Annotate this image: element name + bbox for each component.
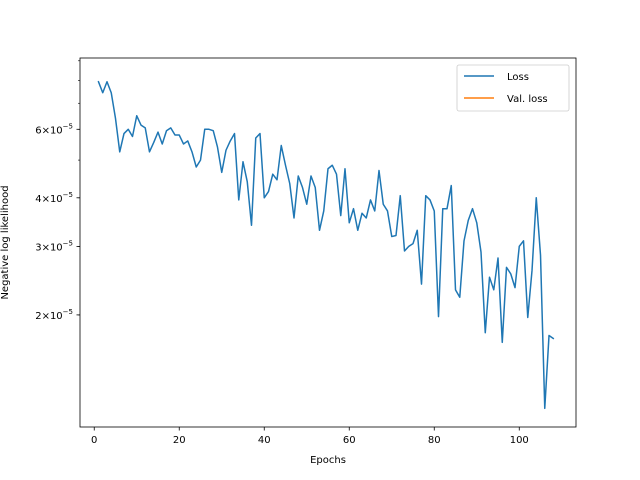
x-tick-label: 80 bbox=[428, 435, 441, 446]
x-tick-label: 40 bbox=[258, 435, 271, 446]
y-tick-label: 6×10−5 bbox=[35, 122, 73, 136]
y-tick-label: 3×10−5 bbox=[35, 239, 73, 253]
x-tick-label: 60 bbox=[343, 435, 356, 446]
y-axis-label: Negative log likelihood bbox=[0, 185, 11, 299]
y-tick-label: 4×10−5 bbox=[35, 191, 73, 205]
x-tick-label: 100 bbox=[510, 435, 529, 446]
x-tick-label: 0 bbox=[91, 435, 97, 446]
x-axis-ticks: 0 20 40 60 80 100 bbox=[91, 427, 529, 446]
plot-frame bbox=[79, 57, 577, 428]
series-layer bbox=[97, 80, 555, 410]
y-axis-ticks: 2×10−5 3×10−5 4×10−5 6×10−5 bbox=[35, 60, 80, 322]
legend-label-val-loss: Val. loss bbox=[507, 94, 548, 105]
legend-label-loss: Loss bbox=[507, 72, 529, 83]
x-tick-label: 20 bbox=[173, 435, 186, 446]
series-line-0 bbox=[97, 80, 555, 410]
y-tick-label: 2×10−5 bbox=[35, 308, 73, 322]
legend: Loss Val. loss bbox=[456, 64, 570, 112]
x-axis-label: Epochs bbox=[310, 455, 346, 466]
